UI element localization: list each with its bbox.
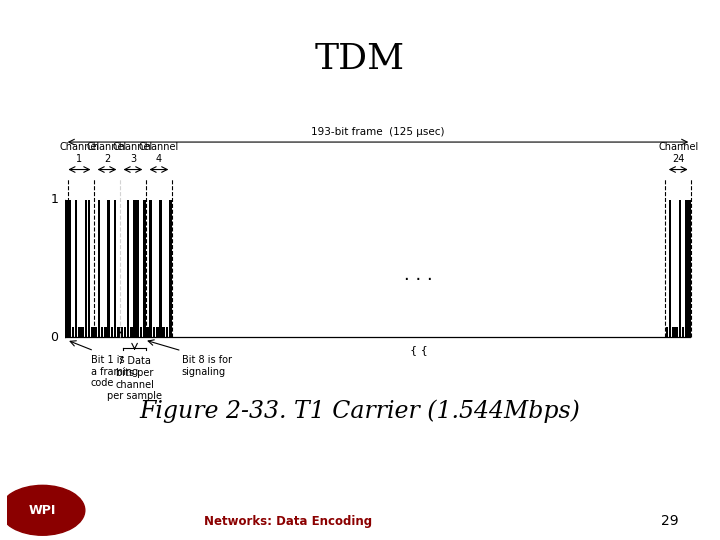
Bar — [68, 200, 71, 337]
Bar — [163, 327, 165, 337]
Bar — [97, 200, 100, 337]
Bar — [669, 200, 672, 337]
Text: Channel
2: Channel 2 — [87, 143, 127, 164]
Bar — [140, 327, 143, 337]
Bar — [153, 327, 156, 337]
Bar — [107, 200, 110, 337]
Text: Figure 2-33. T1 Carrier (1.544Mbps): Figure 2-33. T1 Carrier (1.544Mbps) — [140, 400, 580, 423]
Bar — [88, 200, 91, 337]
Circle shape — [0, 485, 85, 535]
Text: 1: 1 — [50, 193, 58, 206]
Bar — [682, 327, 685, 337]
Bar — [104, 327, 107, 337]
Text: Channel
4: Channel 4 — [139, 143, 179, 164]
Bar — [117, 327, 120, 337]
Bar — [114, 200, 117, 337]
Bar — [166, 327, 168, 337]
Bar — [65, 200, 68, 337]
Bar — [124, 327, 126, 337]
Bar — [111, 327, 113, 337]
Bar — [75, 200, 78, 337]
Bar — [137, 200, 139, 337]
Bar — [665, 327, 668, 337]
Bar — [120, 327, 123, 337]
Bar — [78, 327, 81, 337]
Text: { {: { { — [410, 345, 428, 355]
Bar — [159, 200, 162, 337]
Bar — [91, 327, 94, 337]
Bar — [101, 327, 104, 337]
Text: 0: 0 — [50, 330, 58, 343]
Text: 7 Data
bits per
channel
per sample: 7 Data bits per channel per sample — [107, 356, 162, 401]
Bar — [675, 327, 678, 337]
Text: WPI: WPI — [29, 504, 56, 517]
Bar — [143, 200, 145, 337]
Bar — [133, 200, 136, 337]
Bar — [146, 327, 149, 337]
Bar — [156, 327, 158, 337]
Text: Channel
1: Channel 1 — [59, 143, 99, 164]
Bar — [688, 200, 691, 337]
Bar — [130, 327, 132, 337]
Bar — [81, 327, 84, 337]
Bar — [685, 200, 688, 337]
Bar — [71, 327, 74, 337]
Bar — [127, 200, 130, 337]
Bar — [672, 327, 675, 337]
Text: 29: 29 — [661, 514, 678, 528]
Text: 193-bit frame  (125 μsec): 193-bit frame (125 μsec) — [311, 126, 445, 137]
Bar — [94, 327, 97, 337]
Text: Bit 8 is for
signaling: Bit 8 is for signaling — [181, 355, 232, 376]
Bar — [84, 200, 87, 337]
Bar — [678, 200, 681, 337]
Text: Bit 1 is
a framing
code: Bit 1 is a framing code — [91, 355, 138, 388]
Text: Channel
24: Channel 24 — [658, 143, 698, 164]
Text: TDM: TDM — [315, 43, 405, 76]
Text: Networks: Data Encoding: Networks: Data Encoding — [204, 515, 372, 528]
Bar — [169, 200, 171, 337]
Text: Channel
3: Channel 3 — [113, 143, 153, 164]
Text: . . .: . . . — [404, 266, 433, 284]
Bar — [150, 200, 152, 337]
